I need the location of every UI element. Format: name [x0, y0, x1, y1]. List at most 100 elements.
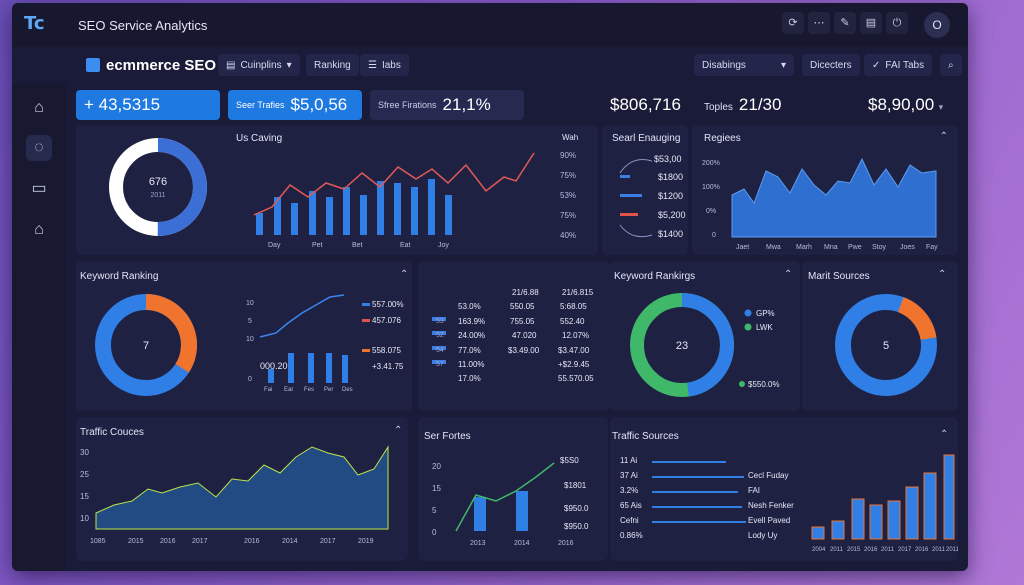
table-cell: 77.0%	[458, 346, 481, 355]
directors-button[interactable]: Dicecters	[802, 54, 860, 76]
legend-label: $550.0%	[748, 380, 780, 389]
y-tick: 15	[80, 492, 89, 501]
row-swatch	[432, 317, 446, 321]
settings-dropdown[interactable]: Disabings ▾	[694, 54, 794, 76]
fai-tabs-button[interactable]: ✓ FAI Tabs	[864, 54, 933, 76]
kpi-fixations-value: 21,1%	[442, 95, 491, 114]
hbar	[652, 476, 744, 478]
bar	[274, 197, 281, 235]
keyword-ranking-chart: 7 10 5 10 0 000.20 Fai Ear Fes Per Des 5…	[95, 294, 404, 396]
table-cell: 24.00%	[458, 331, 485, 340]
row-index: 54	[436, 347, 444, 354]
table-cell: 163.9%	[458, 317, 485, 326]
search-engaging-title: Searl Enauging	[612, 133, 681, 144]
home-icon[interactable]: ⌂	[34, 99, 44, 116]
bar	[309, 191, 316, 235]
kpi-fixations-label: Sfree Firations	[378, 100, 437, 110]
x-tick: 2013	[470, 540, 486, 547]
regions-chart: 200% 100% 0% 0 Jaet Mwa Marh Mna Pwe Sto…	[702, 157, 938, 251]
ranking-button[interactable]: Ranking	[306, 54, 359, 76]
donut-segment	[630, 293, 734, 397]
table-row: 53.0% 550.05 5:68.05	[458, 302, 587, 311]
tabs-button[interactable]: ☰ Iabs	[360, 54, 409, 76]
kpi-right[interactable]: $8,90,00 ▾	[868, 95, 943, 115]
point-label: $5S0	[560, 456, 579, 465]
y-tick: 25	[80, 470, 89, 479]
monitor-icon[interactable]: ▭	[31, 180, 47, 197]
power-icon[interactable]: ⏻	[886, 12, 908, 34]
edit-icon[interactable]: ✎	[834, 12, 856, 34]
bar	[326, 353, 332, 383]
x-tick: Pwe	[848, 244, 862, 251]
chevron-up-icon[interactable]: ⌃	[938, 269, 947, 280]
x-tick: Ear	[284, 387, 293, 393]
brand-selector[interactable]: ecmmerce SEO	[78, 53, 224, 77]
bar	[256, 213, 263, 235]
search-engaging-list: $53,00 $1800 $1200 $5,200 $1400	[619, 154, 686, 239]
donut-track	[835, 294, 937, 396]
donut-center-value: 676	[149, 176, 167, 188]
legend-dot	[739, 381, 745, 387]
table-cell: 53.0%	[458, 302, 481, 311]
row-label: 11 Ai	[620, 456, 637, 465]
y-tick: 0	[712, 232, 716, 239]
bar	[887, 500, 901, 540]
table-cell: +$2.9.45	[558, 360, 590, 369]
table-cell: $3.47.00	[558, 346, 590, 355]
regions-card: Regiees ⌃ 200% 100% 0% 0 Jaet Mwa Marh M…	[692, 125, 958, 255]
bar	[869, 504, 883, 540]
table-cell: 5:68.05	[560, 302, 587, 311]
chat-icon[interactable]: ◌	[26, 135, 52, 161]
avatar[interactable]: O	[924, 12, 950, 38]
row-label: 3.2%	[620, 486, 638, 495]
y-tick: 200%	[702, 160, 720, 167]
table-cell: 11.00%	[458, 360, 485, 369]
x-tick: 2015	[847, 547, 861, 553]
search-engaging-card: Searl Enauging $53,00 $1800 $1200 $5,200…	[602, 125, 688, 255]
message-icon[interactable]: ▤	[860, 12, 882, 34]
bar	[360, 195, 367, 235]
kpi-total[interactable]: + 43,5315	[76, 90, 220, 120]
donut-center-value: 23	[676, 340, 688, 352]
y-tick: 100%	[702, 184, 720, 191]
campaigns-dropdown[interactable]: ▤ Cuinplins ▾	[218, 54, 300, 76]
table-cell: 755.05	[510, 317, 535, 326]
x-tick: Des	[342, 387, 353, 393]
x-tick: Mwa	[766, 244, 781, 251]
kpi-fixations[interactable]: Sfree Firations 21,1%	[370, 90, 524, 120]
bar	[516, 491, 528, 531]
table-cell: 552.40	[560, 317, 585, 326]
chevron-up-icon[interactable]: ⌃	[939, 131, 948, 142]
traffic-couces-chart: 30 25 15 10 1085 2015 2016 2017 2016 201…	[80, 445, 389, 545]
chevron-up-icon[interactable]: ⌃	[394, 425, 403, 436]
app-logo: Tc	[24, 13, 45, 34]
search-engaging-value: $1400	[658, 229, 683, 239]
kpi-traffic[interactable]: Seer Trafies $5,0,56	[228, 90, 362, 120]
refresh-icon[interactable]: ⟳	[782, 12, 804, 34]
row-label: 65 Ais	[620, 501, 642, 510]
y-tick: 15	[432, 484, 441, 493]
bar	[923, 472, 937, 540]
x-tick: 2016	[160, 538, 176, 545]
chevron-up-icon[interactable]: ⌃	[940, 429, 949, 440]
more-icon[interactable]: ⋯	[808, 12, 830, 34]
caving-bars	[256, 179, 452, 235]
y-tick: 75%	[560, 211, 576, 220]
house-settings-icon[interactable]: ⌂	[34, 221, 44, 238]
x-tick: Marh	[796, 244, 812, 251]
bar	[851, 498, 865, 540]
x-tick: Stoy	[872, 244, 887, 251]
x-tick: 2004	[812, 547, 826, 553]
y-tick: 0	[248, 376, 252, 383]
y-tick: 30	[80, 448, 89, 457]
point-label: $950.0	[564, 504, 589, 513]
x-tick: 2011	[881, 547, 895, 553]
kpi-revenue: $806,716	[610, 95, 681, 115]
search-button[interactable]: ⌕	[940, 54, 962, 76]
chevron-up-icon[interactable]: ⌃	[784, 269, 793, 280]
chevron-up-icon[interactable]: ⌃	[400, 269, 409, 280]
donut-segment	[95, 294, 197, 396]
x-tick: 2019	[358, 538, 374, 545]
app-title: SEO Service Analytics	[78, 18, 208, 33]
x-tick: 2016	[558, 540, 574, 547]
